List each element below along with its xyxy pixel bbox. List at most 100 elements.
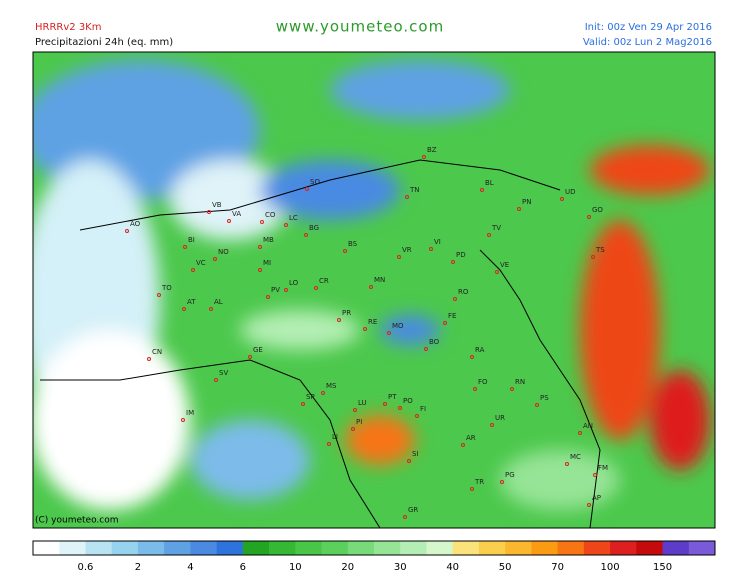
legend-swatch: [636, 541, 664, 555]
legend-tick-label: 30: [394, 562, 407, 573]
city-dot: [500, 480, 504, 484]
city-label: GE: [253, 346, 263, 354]
city-dot: [517, 207, 521, 211]
legend-swatch: [137, 541, 165, 555]
city-label: VR: [402, 246, 412, 254]
city-dot: [258, 268, 262, 272]
legend-swatch: [557, 541, 585, 555]
city-label: PD: [456, 251, 466, 259]
city-dot: [227, 219, 231, 223]
city-dot: [284, 223, 288, 227]
city-dot: [495, 270, 499, 274]
city-label: PV: [271, 286, 280, 294]
map-frame: [32, 51, 716, 529]
city-dot: [191, 268, 195, 272]
city-label: PT: [388, 393, 397, 401]
legend-tick-label: 4: [187, 562, 193, 573]
city-label: PR: [342, 309, 351, 317]
city-labels: AO BI VB VA CO LC SO BZ TN BL UD PN TV GO TS VE PD VI VR BS…: [125, 146, 608, 519]
legend-swatch: [400, 541, 427, 555]
city-label: VE: [500, 261, 509, 269]
city-label: PG: [505, 471, 515, 479]
city-dot: [125, 229, 129, 233]
legend-tick-label: 6: [240, 562, 246, 573]
city-label: MI: [263, 259, 271, 267]
legend-swatch: [662, 541, 690, 555]
city-label: AP: [592, 494, 601, 502]
legend-tick-label: 150: [653, 562, 672, 573]
city-label: UR: [495, 414, 505, 422]
city-label: BG: [309, 224, 319, 232]
valid-label: Valid: 00z Lun 2 Mag2016: [583, 37, 712, 48]
city-label: NO: [218, 248, 229, 256]
city-label: SI: [412, 450, 419, 458]
city-dot: [183, 245, 187, 249]
city-label: TV: [491, 224, 501, 232]
city-label: TN: [409, 186, 420, 194]
city-dot: [560, 197, 564, 201]
city-label: CO: [265, 211, 276, 219]
legend-swatch: [610, 541, 637, 555]
legend-swatch: [85, 541, 113, 555]
city-dot: [429, 247, 433, 251]
city-label: CR: [319, 277, 329, 285]
site-label: www.youmeteo.com: [276, 18, 444, 36]
city-label: VI: [434, 238, 441, 246]
city-dot: [487, 233, 491, 237]
city-label: AT: [187, 298, 196, 306]
city-label: AO: [130, 220, 141, 228]
legend-tick-label: 40: [446, 562, 459, 573]
city-dot: [490, 423, 494, 427]
city-dot: [305, 187, 309, 191]
legend-frame: [32, 540, 716, 556]
city-dot: [214, 378, 218, 382]
city-label: TS: [595, 246, 605, 254]
city-dot: [266, 295, 270, 299]
city-dot: [578, 431, 582, 435]
city-label: RO: [458, 288, 469, 296]
city-label: MC: [570, 453, 581, 461]
city-dot: [213, 257, 217, 261]
init-label: Init: 00z Ven 29 Apr 2016: [585, 22, 712, 33]
city-dot: [398, 406, 402, 410]
city-label: RN: [515, 378, 525, 386]
city-label: RE: [368, 318, 377, 326]
city-dot: [353, 408, 357, 412]
legend-tick-label: 70: [551, 562, 564, 573]
city-dot: [451, 260, 455, 264]
city-dot: [181, 418, 185, 422]
city-label: GR: [408, 506, 418, 514]
city-dot: [591, 255, 595, 259]
city-label: IM: [186, 409, 194, 417]
city-dot: [258, 245, 262, 249]
city-dot: [415, 414, 419, 418]
city-label: SO: [310, 178, 320, 186]
city-dot: [565, 462, 569, 466]
city-label: LU: [358, 399, 367, 407]
city-label: AR: [466, 434, 476, 442]
city-label: VA: [232, 210, 241, 218]
city-label: FE: [448, 312, 456, 320]
city-label: MO: [392, 322, 404, 330]
city-dot: [397, 255, 401, 259]
city-dot: [443, 321, 447, 325]
legend-swatch: [190, 541, 218, 555]
city-dot: [535, 403, 539, 407]
map: (C) youmeteo.com: [33, 52, 715, 528]
legend-swatch: [242, 541, 270, 555]
city-dot: [407, 459, 411, 463]
legend-swatch: [374, 541, 401, 555]
legend-swatch: [111, 541, 139, 555]
city-dot: [453, 297, 457, 301]
model-label: HRRRv2 3Km: [35, 22, 101, 33]
city-label: LC: [289, 214, 298, 222]
city-label: PS: [540, 394, 549, 402]
legend-tick-label: 50: [499, 562, 512, 573]
city-label: BL: [485, 179, 494, 187]
city-label: SP: [306, 393, 315, 401]
copyright: (C) youmeteo.com: [35, 516, 119, 526]
legend-swatch: [531, 541, 559, 555]
product-label: Precipitazioni 24h (eq. mm): [35, 37, 173, 48]
city-dot: [593, 473, 597, 477]
